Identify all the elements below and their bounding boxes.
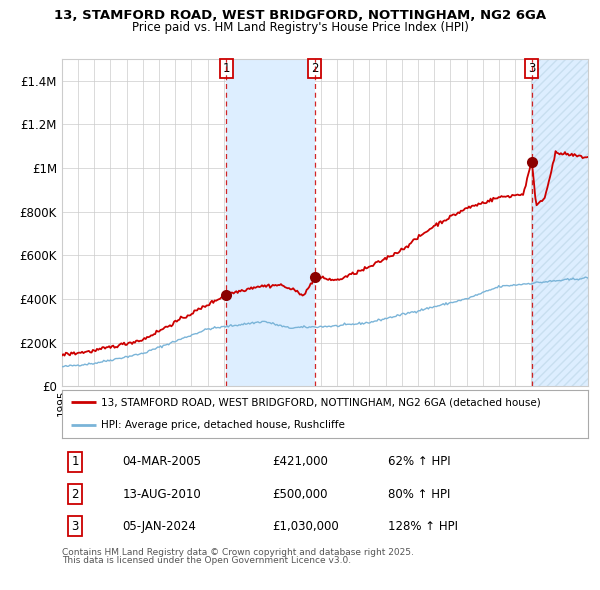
Text: 80% ↑ HPI: 80% ↑ HPI [388,487,451,501]
Text: 2: 2 [71,487,79,501]
Bar [226,59,314,386]
Text: Contains HM Land Registry data © Crown copyright and database right 2025.: Contains HM Land Registry data © Crown c… [62,548,413,556]
Text: 3: 3 [528,63,535,76]
Bar [532,59,588,386]
Text: 05-JAN-2024: 05-JAN-2024 [122,520,196,533]
Text: 13, STAMFORD ROAD, WEST BRIDGFORD, NOTTINGHAM, NG2 6GA: 13, STAMFORD ROAD, WEST BRIDGFORD, NOTTI… [54,9,546,22]
Text: 1: 1 [223,63,230,76]
Text: £421,000: £421,000 [272,455,328,468]
Text: 3: 3 [71,520,79,533]
Text: 13-AUG-2010: 13-AUG-2010 [122,487,201,501]
Text: 2: 2 [311,63,319,76]
Text: 13, STAMFORD ROAD, WEST BRIDGFORD, NOTTINGHAM, NG2 6GA (detached house): 13, STAMFORD ROAD, WEST BRIDGFORD, NOTTI… [101,397,541,407]
Text: Price paid vs. HM Land Registry's House Price Index (HPI): Price paid vs. HM Land Registry's House … [131,21,469,34]
Text: 128% ↑ HPI: 128% ↑ HPI [388,520,458,533]
Text: HPI: Average price, detached house, Rushcliffe: HPI: Average price, detached house, Rush… [101,420,345,430]
Text: £500,000: £500,000 [272,487,328,501]
Text: 62% ↑ HPI: 62% ↑ HPI [388,455,451,468]
Bar [532,59,588,386]
Text: 1: 1 [71,455,79,468]
Text: This data is licensed under the Open Government Licence v3.0.: This data is licensed under the Open Gov… [62,556,351,565]
Text: 04-MAR-2005: 04-MAR-2005 [122,455,202,468]
Text: £1,030,000: £1,030,000 [272,520,339,533]
